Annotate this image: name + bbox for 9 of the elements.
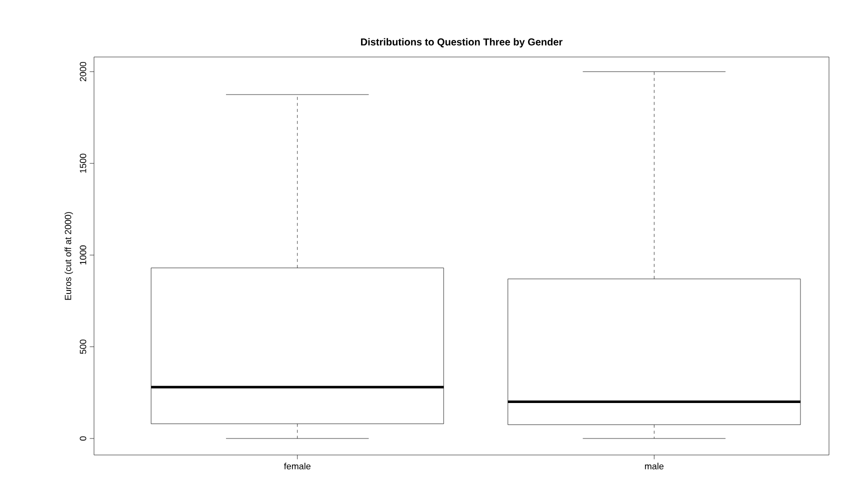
y-tick-label: 1500 xyxy=(80,154,86,173)
y-tick-label: 1000 xyxy=(80,245,86,264)
y-tick-label: 0 xyxy=(80,436,86,441)
x-tick-label: female xyxy=(284,462,310,470)
x-tick-label: male xyxy=(645,462,664,470)
y-tick-label: 500 xyxy=(80,340,86,354)
y-tick-label: 2000 xyxy=(80,62,86,82)
y-axis-title: Euros (cut off at 2000) xyxy=(64,212,73,300)
chart-title: Distributions to Question Three by Gender xyxy=(361,38,562,48)
